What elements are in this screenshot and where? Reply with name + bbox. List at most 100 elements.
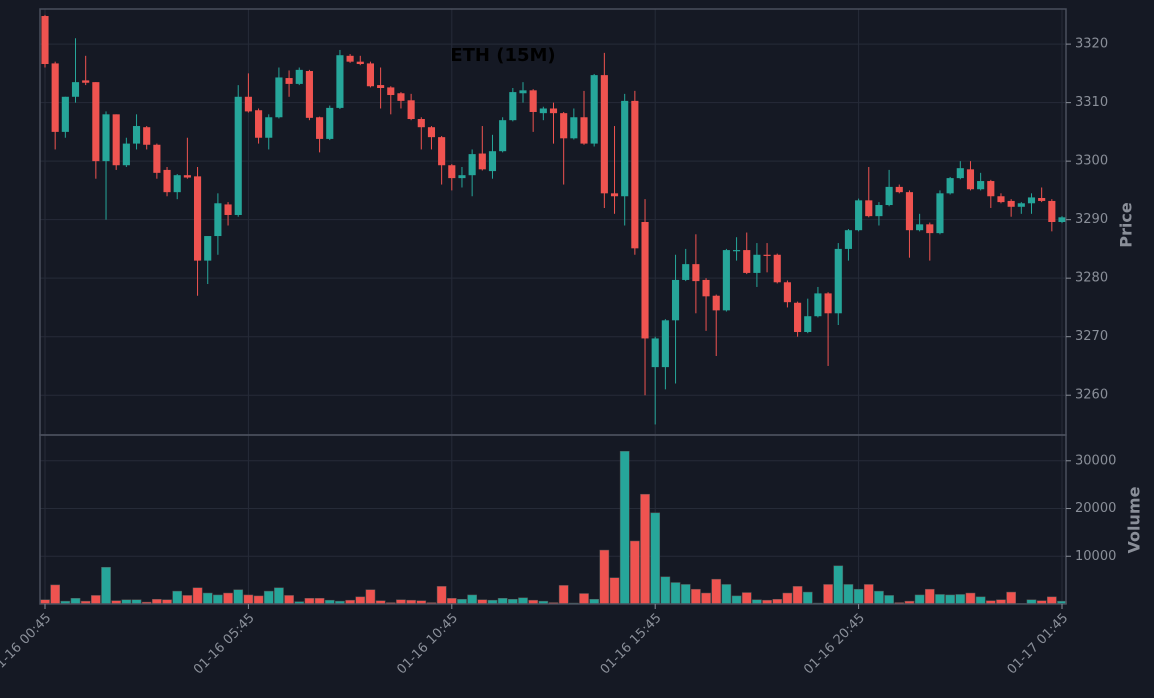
volume-bar bbox=[783, 593, 792, 604]
candle-body bbox=[641, 222, 648, 338]
volume-bar bbox=[559, 585, 568, 604]
candle-body bbox=[174, 175, 181, 192]
candle-body bbox=[662, 320, 669, 367]
volume-bar bbox=[203, 593, 212, 604]
volume-bar bbox=[691, 589, 700, 604]
y-tick-label: 3310 bbox=[1075, 95, 1108, 110]
candle-body bbox=[235, 97, 242, 215]
candle-body bbox=[92, 82, 99, 161]
candle-body bbox=[580, 117, 587, 143]
candle-body bbox=[764, 255, 771, 256]
candle-body bbox=[631, 101, 638, 248]
candle-body bbox=[967, 169, 974, 189]
volume-bar bbox=[1007, 592, 1016, 604]
volume-bar bbox=[630, 541, 639, 604]
volume-bar bbox=[874, 591, 883, 604]
candle-body bbox=[153, 145, 160, 173]
candle-body bbox=[540, 108, 547, 113]
y-tick-label: 3280 bbox=[1075, 271, 1108, 286]
candle-body bbox=[82, 80, 89, 82]
candle-body bbox=[875, 205, 882, 216]
volume-bar bbox=[824, 584, 833, 604]
candle-body bbox=[1038, 198, 1045, 201]
candle-body bbox=[306, 71, 313, 118]
candle-body bbox=[1048, 201, 1055, 222]
volume-bar bbox=[742, 593, 751, 604]
volume-bar bbox=[844, 584, 853, 604]
volume-bar bbox=[854, 589, 863, 604]
volume-bar bbox=[366, 590, 375, 604]
volume-bar bbox=[803, 592, 812, 604]
volume-bar bbox=[234, 590, 243, 604]
candle-body bbox=[408, 100, 415, 119]
volume-bar bbox=[651, 513, 660, 604]
volume-bar bbox=[183, 595, 192, 604]
volume-bar bbox=[925, 589, 934, 604]
volume-tick-label: 10000 bbox=[1075, 549, 1116, 564]
y-axis-label: Price bbox=[1117, 202, 1136, 248]
candle-body bbox=[347, 56, 354, 62]
candle-body bbox=[957, 168, 964, 178]
volume-bar bbox=[173, 591, 182, 604]
volume-bar bbox=[620, 451, 629, 604]
candle-body bbox=[804, 316, 811, 332]
volume-bar bbox=[712, 579, 721, 604]
volume-bar bbox=[91, 595, 100, 604]
volume-bar bbox=[437, 586, 446, 604]
volume-bar bbox=[966, 593, 975, 604]
candle-body bbox=[550, 108, 557, 113]
candle-body bbox=[336, 55, 343, 108]
volume-bar bbox=[223, 593, 232, 604]
volume-bar bbox=[722, 584, 731, 604]
volume-bar bbox=[600, 550, 609, 604]
volume-bar bbox=[640, 494, 649, 604]
candle-body bbox=[255, 110, 262, 138]
candle-body bbox=[72, 82, 79, 97]
volume-bar bbox=[305, 598, 314, 604]
volume-bar bbox=[244, 595, 253, 604]
volume-bar bbox=[213, 595, 222, 604]
candle-body bbox=[62, 97, 69, 132]
volume-bar bbox=[356, 597, 365, 604]
candle-body bbox=[591, 75, 598, 143]
candle-body bbox=[906, 192, 913, 230]
volume-bar bbox=[1047, 597, 1056, 604]
candle-body bbox=[702, 280, 709, 296]
candle-body bbox=[814, 293, 821, 316]
candle-body bbox=[489, 151, 496, 171]
candle-body bbox=[438, 137, 445, 165]
candle-body bbox=[835, 249, 842, 313]
volume-bar bbox=[732, 596, 741, 604]
candle-body bbox=[52, 63, 59, 131]
candle-body bbox=[987, 181, 994, 196]
volume-bar bbox=[946, 595, 955, 604]
candle-body bbox=[326, 108, 333, 139]
volume-bar bbox=[681, 584, 690, 604]
y-tick-label: 3270 bbox=[1075, 329, 1108, 344]
volume-tick-label: 20000 bbox=[1075, 501, 1116, 516]
candle-body bbox=[286, 78, 293, 84]
candle-body bbox=[214, 203, 221, 236]
candle-body bbox=[245, 97, 252, 112]
candle-body bbox=[448, 165, 455, 178]
volume-bar bbox=[518, 598, 527, 604]
candle-body bbox=[123, 144, 130, 166]
volume-bar bbox=[254, 596, 263, 604]
chart-title: ETH (15M) bbox=[450, 45, 555, 66]
candle-body bbox=[621, 101, 628, 196]
y-tick-label: 3260 bbox=[1075, 388, 1108, 403]
candle-body bbox=[825, 293, 832, 313]
candle-body bbox=[936, 193, 943, 233]
candle-body bbox=[509, 92, 516, 120]
volume-bar bbox=[51, 585, 60, 604]
volume-bar bbox=[285, 595, 294, 604]
candle-body bbox=[519, 90, 526, 93]
candle-body bbox=[184, 175, 191, 177]
volume-bar bbox=[579, 593, 588, 604]
candle-body bbox=[316, 117, 323, 139]
volume-bar bbox=[885, 595, 894, 604]
candle-body bbox=[896, 187, 903, 192]
candle-body bbox=[499, 120, 506, 151]
